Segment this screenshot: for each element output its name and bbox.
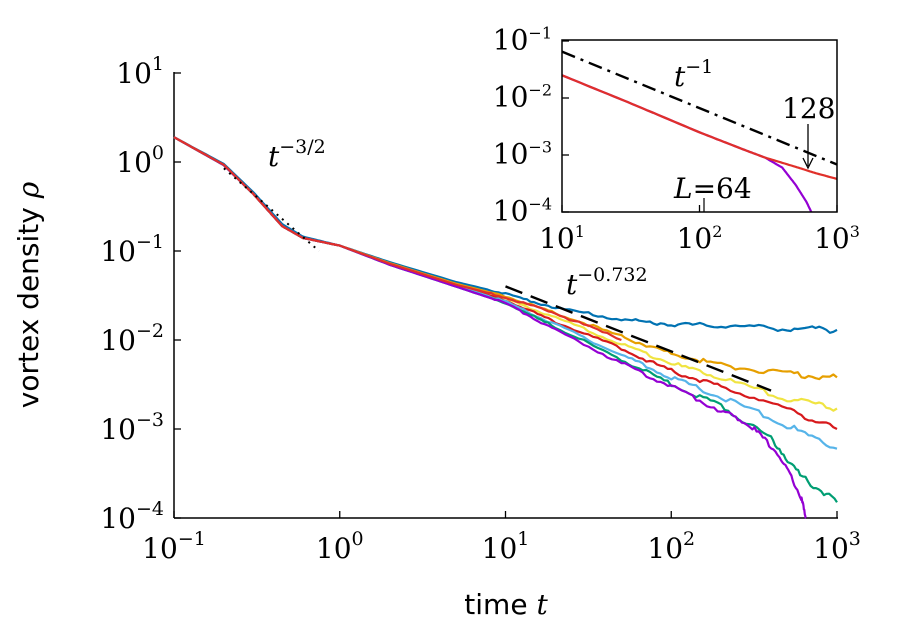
inset-y-tick-label-3: 10−4 bbox=[493, 194, 552, 227]
annotation-l64: L=64 bbox=[673, 172, 752, 205]
main-x-tick-label-1: 100 bbox=[316, 528, 364, 565]
main-y-tick-base-3: 10 bbox=[100, 324, 136, 357]
inset-y-tick-exp-3: −4 bbox=[528, 194, 552, 213]
main-x-tick-base-0: 10 bbox=[142, 532, 178, 565]
inset-y-tick-exp-0: −1 bbox=[528, 23, 552, 42]
main-y-tick-label-3: 10−2 bbox=[100, 320, 164, 357]
main-y-tick-label-0: 101 bbox=[116, 53, 164, 90]
main-x-tick-base-4: 10 bbox=[813, 532, 849, 565]
main-y-tick-label-1: 100 bbox=[116, 142, 164, 179]
main-x-tick-label-3: 102 bbox=[647, 528, 695, 565]
main-y-tick-exp-0: 1 bbox=[152, 53, 164, 75]
main-x-tick-base-3: 10 bbox=[647, 532, 683, 565]
main-y-tick-exp-1: 0 bbox=[152, 142, 164, 164]
main-y-tick-exp-5: −4 bbox=[136, 498, 164, 520]
main-y-tick-base-5: 10 bbox=[100, 502, 136, 535]
inset-series-1 bbox=[561, 74, 838, 181]
main-x-tick-exp-3: 2 bbox=[683, 528, 695, 550]
main-reference-lines bbox=[223, 167, 772, 392]
annotation-l128: 128 bbox=[782, 92, 835, 125]
main-y-tick-label-2: 10−1 bbox=[100, 231, 164, 268]
main-series-group bbox=[173, 136, 838, 519]
main-y-tick-base-1: 10 bbox=[116, 146, 152, 179]
annotation-t-1-exp: −1 bbox=[685, 56, 713, 78]
main-reference-line-0 bbox=[223, 167, 320, 252]
inset-y-tick-base-1: 10 bbox=[493, 80, 529, 113]
inset-y-tick-label-0: 10−1 bbox=[493, 23, 552, 56]
main-x-tick-exp-4: 3 bbox=[849, 528, 861, 550]
annotation-l64-text: =64 bbox=[693, 172, 752, 205]
annotation-t-1-base: t bbox=[674, 60, 686, 93]
main-series-0 bbox=[173, 136, 838, 334]
main-y-tick-base-4: 10 bbox=[100, 413, 136, 446]
main-x-tick-label-4: 103 bbox=[813, 528, 861, 565]
inset-reference-lines bbox=[561, 50, 838, 166]
main-y-tick-exp-4: −3 bbox=[136, 409, 164, 431]
inset-reference-line-0 bbox=[561, 50, 838, 166]
annotation-l128-arrowhead bbox=[802, 157, 814, 170]
inset-x-tick-label-2: 103 bbox=[814, 222, 860, 255]
inset-x-tick-label-1: 102 bbox=[677, 222, 723, 255]
main-x-tick-exp-0: −1 bbox=[178, 528, 206, 550]
main-y-tick-exp-2: −1 bbox=[136, 231, 164, 253]
inset-series-group bbox=[561, 74, 838, 213]
x-axis-label-var: t bbox=[536, 588, 548, 621]
inset-x-tick-label-0: 101 bbox=[539, 222, 585, 255]
inset-y-tick-base-2: 10 bbox=[493, 137, 529, 170]
inset-x-tick-exp-2: 3 bbox=[850, 222, 860, 241]
inset-x-tick-base-2: 10 bbox=[814, 222, 850, 255]
annotation-t-3-2-base: t bbox=[268, 140, 280, 173]
annotation-t-3-2: t−3/2 bbox=[268, 136, 326, 173]
main-x-tick-label-2: 101 bbox=[482, 528, 530, 565]
annotation-l64-var: L bbox=[673, 172, 693, 205]
inset-x-tick-base-1: 10 bbox=[677, 222, 713, 255]
main-y-tick-label-4: 10−3 bbox=[100, 409, 164, 446]
annotation-t-0732: t−0.732 bbox=[566, 264, 648, 301]
inset-y-tick-label-2: 10−3 bbox=[493, 137, 552, 170]
inset-background bbox=[562, 40, 837, 212]
main-series-7 bbox=[173, 136, 622, 342]
y-axis-label-var: ρ bbox=[12, 181, 45, 199]
main-y-tick-label-5: 10−4 bbox=[100, 498, 164, 535]
main-y-tick-base-2: 10 bbox=[100, 235, 136, 268]
inset-y-tick-base-3: 10 bbox=[493, 194, 529, 227]
main-x-tick-exp-1: 0 bbox=[352, 528, 364, 550]
y-axis-label: vortex density ρ bbox=[12, 181, 45, 408]
inset-y-tick-label-1: 10−2 bbox=[493, 80, 552, 113]
annotation-t-1: t−1 bbox=[674, 56, 713, 93]
x-axis-label-text: time bbox=[464, 588, 527, 621]
inset-x-tick-exp-1: 2 bbox=[712, 222, 722, 241]
annotation-t-3-2-exp: −3/2 bbox=[279, 136, 326, 158]
main-x-tick-label-0: 10−1 bbox=[142, 528, 206, 565]
main-y-tick-base-0: 10 bbox=[116, 57, 152, 90]
y-axis-label-text: vortex density bbox=[12, 207, 45, 408]
inset-x-tick-exp-0: 1 bbox=[575, 222, 585, 241]
main-reference-line-1 bbox=[505, 285, 772, 392]
x-axis-label: time t bbox=[464, 588, 548, 621]
annotation-t-0732-exp: −0.732 bbox=[577, 264, 647, 286]
inset-x-tick-base-0: 10 bbox=[539, 222, 575, 255]
main-x-tick-base-1: 10 bbox=[316, 532, 352, 565]
inset-y-tick-base-0: 10 bbox=[493, 23, 529, 56]
main-y-tick-exp-3: −2 bbox=[136, 320, 164, 342]
inset-y-tick-exp-1: −2 bbox=[528, 80, 552, 99]
inset-y-tick-exp-2: −3 bbox=[528, 137, 552, 156]
main-x-tick-base-2: 10 bbox=[482, 532, 518, 565]
main-x-tick-exp-2: 1 bbox=[517, 528, 529, 550]
annotation-t-0732-base: t bbox=[566, 268, 578, 301]
